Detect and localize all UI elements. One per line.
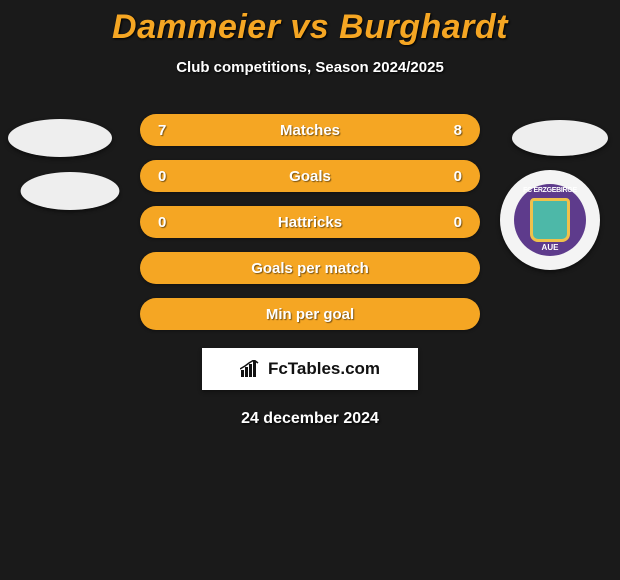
stat-left-value: 7 [158, 122, 166, 139]
stat-row: Min per goal [0, 298, 620, 330]
stat-label: Hattricks [166, 214, 453, 231]
stat-right-value: 0 [454, 214, 462, 231]
stat-label: Goals [166, 168, 453, 185]
stat-bar-hattricks: 0 Hattricks 0 [140, 206, 480, 238]
stat-bar-matches: 7 Matches 8 [140, 114, 480, 146]
stat-bar-goals-per-match: Goals per match [140, 252, 480, 284]
brand-box[interactable]: FcTables.com [202, 348, 418, 390]
stat-bar-min-per-goal: Min per goal [140, 298, 480, 330]
stat-right-value: 0 [454, 168, 462, 185]
stat-left-value: 0 [158, 214, 166, 231]
chart-icon [240, 360, 262, 378]
stat-row: 0 Hattricks 0 [0, 206, 620, 238]
stat-label: Goals per match [251, 260, 369, 277]
stats-content: 7 Matches 8 0 Goals 0 0 Hattricks 0 Goal… [0, 114, 620, 428]
stat-label: Matches [166, 122, 453, 139]
stat-row: 7 Matches 8 [0, 114, 620, 146]
brand-label: FcTables.com [268, 359, 380, 379]
stat-left-value: 0 [158, 168, 166, 185]
stat-bar-goals: 0 Goals 0 [140, 160, 480, 192]
stat-label: Min per goal [266, 306, 354, 323]
stat-right-value: 8 [454, 122, 462, 139]
date-label: 24 december 2024 [0, 410, 620, 428]
subtitle: Club competitions, Season 2024/2025 [0, 59, 620, 76]
stat-row: Goals per match [0, 252, 620, 284]
stat-row: 0 Goals 0 [0, 160, 620, 192]
page-title: Dammeier vs Burghardt [0, 0, 620, 47]
